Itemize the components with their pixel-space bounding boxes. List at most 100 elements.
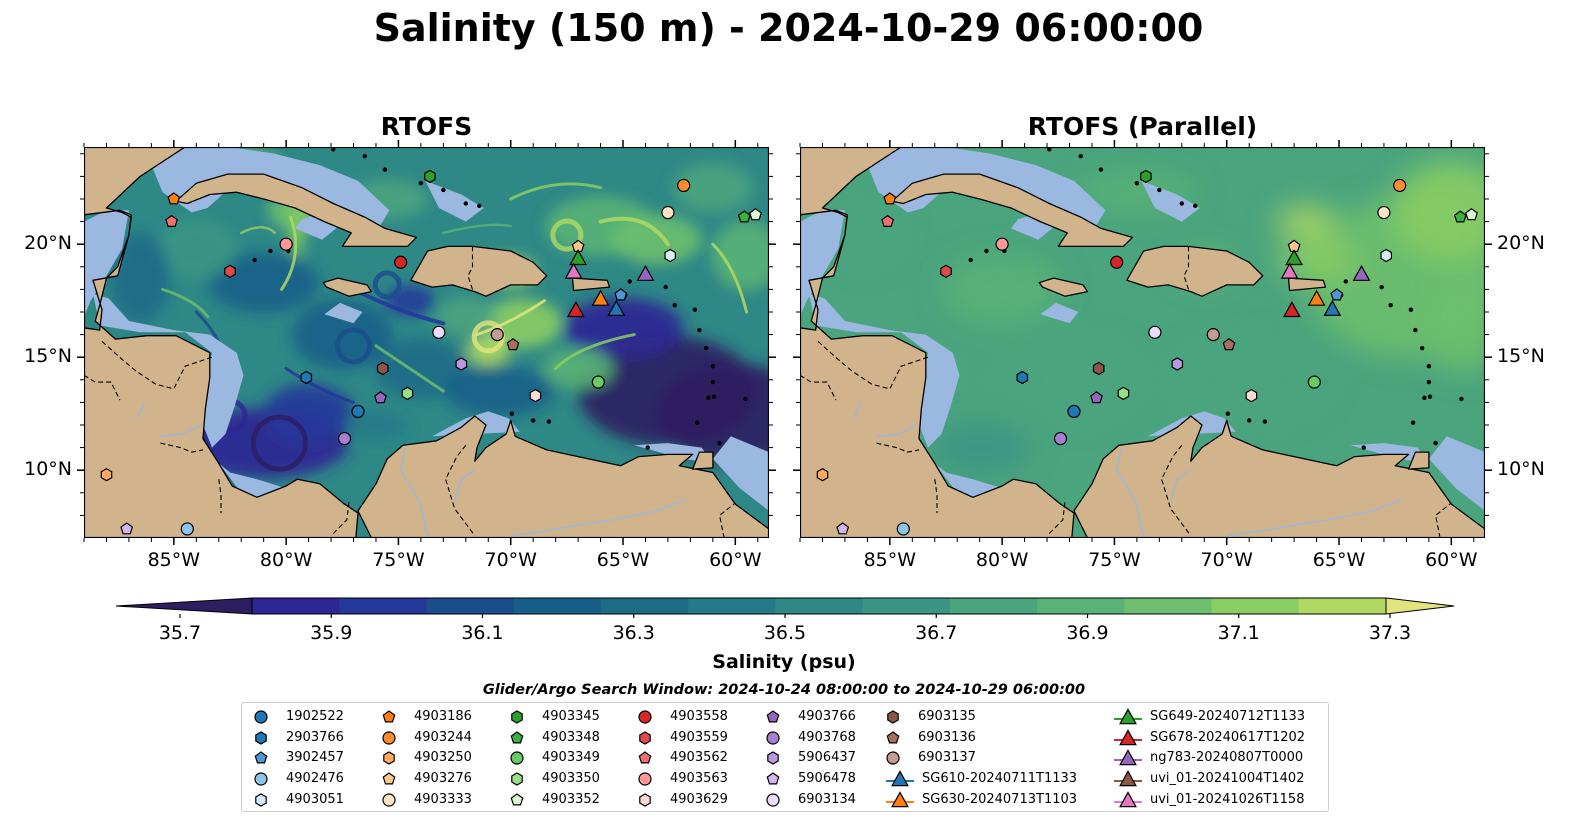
country-border <box>160 442 204 453</box>
legend-marker-pentagon <box>382 772 396 785</box>
legend-marker-circle <box>510 751 524 765</box>
legend-marker-hexagon <box>639 793 651 807</box>
obs-4903051 <box>664 248 677 263</box>
island <box>268 248 273 254</box>
obs-4903562 <box>881 214 895 228</box>
legend-label: 4903348 <box>542 729 600 745</box>
obs-3902457 <box>1330 288 1344 301</box>
legend-label: 4902476 <box>286 771 344 787</box>
country-border <box>101 340 213 390</box>
map-frame <box>84 147 769 538</box>
obs-6903134 <box>432 325 446 339</box>
country-border <box>332 501 350 534</box>
country-border <box>1048 501 1066 534</box>
obs-SG630-20240713T1103 <box>591 289 610 306</box>
legend-label: SG649-20240712T1133 <box>1150 709 1306 724</box>
legend-marker-hexagon <box>767 751 779 766</box>
legend-marker-triangle <box>1114 749 1142 766</box>
legend-label: 4903558 <box>670 709 728 724</box>
colorbar-segment <box>775 598 864 614</box>
legend-marker-circle <box>886 751 900 765</box>
legend-marker <box>382 772 396 785</box>
lon-tick-label: 65°W <box>596 549 650 571</box>
legend-marker <box>510 751 524 765</box>
obs-6903136 <box>506 338 520 351</box>
legend-marker <box>511 772 523 786</box>
legend-marker <box>639 793 651 807</box>
colorbar-segment <box>600 598 689 614</box>
legend-marker <box>382 793 396 807</box>
legend-marker-circle <box>382 731 396 745</box>
legend-label: uvi_01-20241004T1402 <box>1150 771 1305 787</box>
colorbar-segment <box>1124 598 1213 614</box>
obs-6903137 <box>490 327 504 342</box>
obs-4903348 <box>737 210 751 223</box>
legend-marker-pentagon <box>382 710 396 723</box>
colorbar-segment <box>426 598 515 614</box>
shelf-region <box>324 302 363 324</box>
legend-marker-hexagon <box>255 793 267 807</box>
island <box>1422 395 1427 401</box>
river <box>137 402 146 419</box>
obs-2903766 <box>1016 370 1029 385</box>
legend-marker-pentagon <box>766 772 780 785</box>
lon-tick-label: 60°W <box>1425 549 1478 571</box>
obs-4903349 <box>1307 375 1321 389</box>
island <box>463 201 469 206</box>
obs-SG630-20240713T1103 <box>1307 289 1326 306</box>
legend-marker <box>891 770 909 787</box>
obs-4903350 <box>1117 386 1130 401</box>
map-panel-rtofs <box>84 147 769 538</box>
legend-marker <box>255 730 267 745</box>
legend-marker-pentagon <box>254 751 268 764</box>
land-trinidad <box>1407 451 1430 470</box>
map-panel-rtofs-parallel <box>800 147 1485 538</box>
obs-uvi_01-20241026T1158 <box>564 262 583 279</box>
legend-marker <box>510 730 524 744</box>
island <box>1426 379 1432 385</box>
obs-4903352 <box>749 208 762 221</box>
land-puertorico <box>1287 277 1327 292</box>
obs-2903766 <box>300 370 313 385</box>
island <box>703 345 709 351</box>
legend-label: 6903137 <box>918 750 976 766</box>
obs-5906437 <box>455 357 468 371</box>
obs-5906478 <box>836 522 850 535</box>
obs-3902457 <box>614 288 628 301</box>
legend-marker <box>766 731 780 745</box>
island <box>692 307 698 312</box>
island <box>1388 303 1393 308</box>
legend-label: 6903135 <box>918 709 976 724</box>
obs-4903629 <box>1245 388 1258 403</box>
legend-marker <box>1119 770 1137 787</box>
lon-tick-label: 60°W <box>709 549 762 571</box>
lon-tick-label: 80°W <box>975 549 1029 571</box>
legend-marker-pentagon <box>886 730 900 744</box>
river <box>510 498 687 537</box>
legend-marker <box>766 710 780 723</box>
colorbar-segment <box>339 598 427 614</box>
island <box>382 167 388 172</box>
obs-4903766 <box>374 391 387 404</box>
obs-4903244 <box>677 178 691 193</box>
lat-tick-label: 20°N <box>1497 232 1545 255</box>
legend-label: 4903186 <box>414 709 472 724</box>
country-border <box>1434 502 1452 538</box>
island <box>1343 279 1348 284</box>
obs-4902476 <box>180 522 194 536</box>
obs-4903559 <box>224 264 236 278</box>
river <box>1226 498 1403 537</box>
land-jamaica <box>322 277 373 297</box>
legend-label: 4903345 <box>542 709 600 724</box>
legend: 1902522 2903766 3902457 4902476 4903051 49031… <box>241 702 1329 812</box>
legend-marker-circle <box>766 793 780 807</box>
panel-title-rtofs: RTOFS <box>380 112 473 141</box>
legend-marker-hexagon <box>511 710 523 724</box>
island <box>530 418 536 423</box>
shelf-region <box>1040 302 1079 324</box>
legend-label: 4903333 <box>414 791 472 807</box>
land-cuba <box>175 173 418 248</box>
obs-4903244 <box>1393 178 1407 193</box>
colorbar-extend-low <box>116 597 253 615</box>
river <box>453 469 476 502</box>
